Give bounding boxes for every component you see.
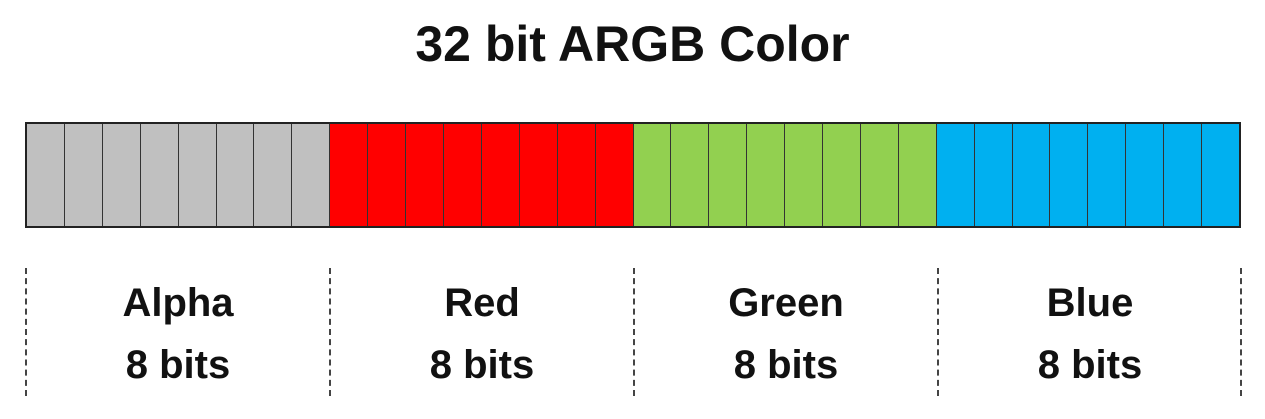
bit-cell-red <box>519 124 558 226</box>
bit-cell-alpha <box>292 124 331 226</box>
bit-cell-green <box>747 124 786 226</box>
bit-cell-blue <box>1088 124 1127 226</box>
channel-label-red: Red 8 bits <box>330 272 634 396</box>
channel-label-green: Green 8 bits <box>634 272 938 396</box>
channel-name: Red <box>444 281 520 325</box>
bit-cell-green <box>898 124 937 226</box>
channel-name: Alpha <box>122 281 234 325</box>
channel-label-alpha: Alpha 8 bits <box>26 272 330 396</box>
bit-cell-green <box>823 124 861 226</box>
channel-name: Blue <box>1046 281 1134 325</box>
bit-cell-red <box>595 124 634 226</box>
channel-label-blue: Blue 8 bits <box>938 272 1242 396</box>
bit-cell-red <box>406 124 444 226</box>
channel-bits: 8 bits <box>125 343 231 387</box>
bit-cell-green <box>633 124 672 226</box>
bit-cell-red <box>368 124 407 226</box>
section-divider <box>633 268 635 396</box>
channel-bits: 8 bits <box>429 343 535 387</box>
bit-cell-green <box>709 124 748 226</box>
bit-cell-green <box>671 124 710 226</box>
bit-cell-alpha <box>27 124 65 226</box>
channel-name: Green <box>728 281 844 325</box>
bit-cell-red <box>481 124 520 226</box>
bit-cell-alpha <box>102 124 141 226</box>
bit-cell-red <box>443 124 482 226</box>
channel-bits: 8 bits <box>733 343 839 387</box>
bit-cell-red <box>330 124 369 226</box>
bit-cell-alpha <box>64 124 103 226</box>
channel-bits: 8 bits <box>1037 343 1143 387</box>
bit-cell-blue <box>1202 124 1239 226</box>
bit-cell-green <box>860 124 899 226</box>
bit-cell-red <box>557 124 596 226</box>
bit-cell-blue <box>1050 124 1089 226</box>
diagram-title: 32 bit ARGB Color <box>415 16 850 72</box>
section-divider <box>25 268 27 396</box>
bit-cell-alpha <box>216 124 255 226</box>
section-divider <box>329 268 331 396</box>
bit-cell-green <box>785 124 824 226</box>
bit-cell-blue <box>1012 124 1051 226</box>
bit-cell-alpha <box>140 124 179 226</box>
bit-cell-alpha <box>254 124 293 226</box>
bit-cell-blue <box>1164 124 1203 226</box>
section-divider <box>937 268 939 396</box>
section-divider <box>1240 268 1242 396</box>
bit-cell-blue <box>936 124 975 226</box>
bit-cell-alpha <box>178 124 217 226</box>
bit-cell-blue <box>1126 124 1165 226</box>
bit-cell-blue <box>974 124 1013 226</box>
bit-bar <box>25 122 1241 228</box>
